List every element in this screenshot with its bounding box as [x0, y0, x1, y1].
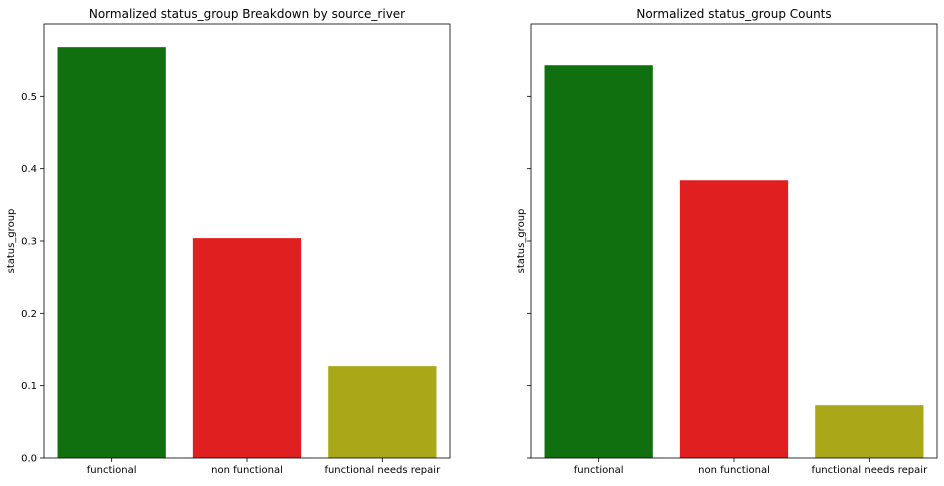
left-chart-bar-3 — [328, 366, 437, 458]
left-chart-xtick-label-3: functional needs repair — [324, 465, 441, 476]
left-chart-panel: Normalized status_group Breakdown by sou… — [6, 7, 451, 476]
right-chart-ylabel: status_group — [516, 209, 527, 274]
left-chart-ytick-label-1: 0.1 — [21, 381, 37, 392]
right-chart-title: Normalized status_group Counts — [636, 7, 831, 21]
left-chart-ylabel: status_group — [6, 209, 17, 274]
left-chart-bar-2 — [192, 238, 302, 458]
right-chart-frame — [530, 23, 938, 459]
right-chart-bar-1 — [544, 65, 653, 458]
right-chart-xtick-label-2: non functional — [698, 465, 770, 476]
left-chart-xtick-label-1: functional — [87, 465, 137, 476]
left-chart-ytick-label-4: 0.4 — [21, 164, 37, 175]
left-chart-frame — [43, 23, 451, 459]
left-chart-ytick-label-5: 0.5 — [21, 92, 37, 103]
right-chart-xtick-label-1: functional — [574, 465, 624, 476]
right-chart-bar-2 — [679, 180, 789, 459]
left-chart-bar-1 — [57, 47, 166, 458]
left-chart-title: Normalized status_group Breakdown by sou… — [89, 7, 405, 21]
left-chart-ytick-label-0: 0.0 — [21, 454, 37, 465]
left-chart-xtick-label-2: non functional — [211, 465, 283, 476]
left-chart-ytick-label-3: 0.3 — [21, 237, 37, 248]
left-chart-ytick-label-2: 0.2 — [21, 309, 37, 320]
right-chart-bar-3 — [815, 405, 924, 458]
right-chart-panel: Normalized status_group Counts status_gr… — [516, 7, 938, 476]
right-chart-xtick-label-3: functional needs repair — [811, 465, 928, 476]
